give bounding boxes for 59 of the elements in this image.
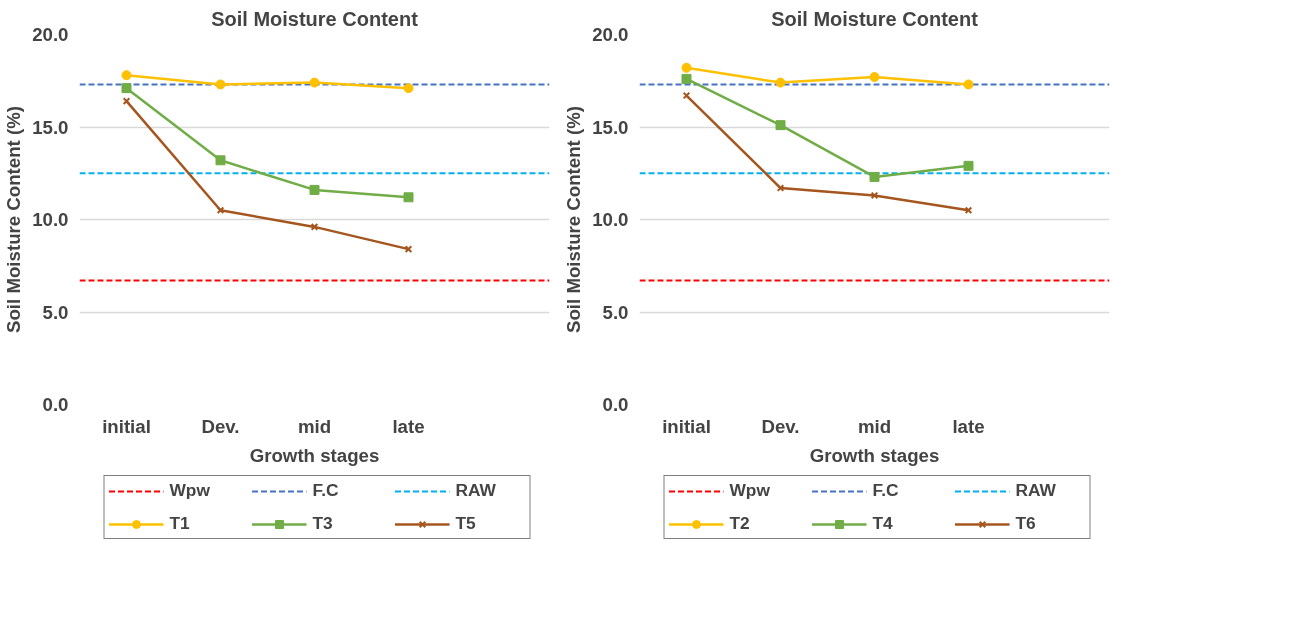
point bbox=[122, 97, 131, 105]
point bbox=[121, 83, 132, 94]
legend-label: T2 bbox=[729, 513, 751, 534]
point bbox=[775, 120, 786, 131]
y-tick-label: 5.0 bbox=[602, 301, 629, 323]
legend-label: F.C bbox=[312, 480, 340, 501]
legend-label: Wpw bbox=[169, 480, 211, 501]
point bbox=[775, 77, 786, 88]
y-axis-title: Soil Moisture Content (%) bbox=[3, 106, 25, 333]
x-tick-label: mid bbox=[857, 415, 892, 437]
y-tick-label: 0.0 bbox=[602, 394, 629, 415]
legend-label: T3 bbox=[312, 513, 334, 534]
x-tick-label: initial bbox=[662, 415, 711, 437]
legend-label: T1 bbox=[169, 513, 191, 534]
point bbox=[216, 206, 225, 215]
legend-label: T5 bbox=[455, 513, 477, 534]
y-tick-label: 20.0 bbox=[592, 24, 629, 45]
y-tick-label: 0.0 bbox=[42, 394, 69, 415]
point bbox=[404, 245, 413, 253]
y-tick-label: 5.0 bbox=[42, 301, 69, 323]
point bbox=[963, 79, 974, 90]
legend-label: T4 bbox=[872, 513, 894, 534]
point bbox=[215, 155, 226, 166]
point bbox=[870, 191, 879, 200]
point bbox=[682, 91, 691, 100]
y-tick-label: 15.0 bbox=[592, 116, 629, 138]
x-tick-label: late bbox=[392, 415, 425, 437]
point bbox=[403, 83, 414, 94]
x-tick-label: Dev. bbox=[761, 415, 800, 437]
y-tick-label: 15.0 bbox=[32, 116, 69, 138]
y-tick-label: 10.0 bbox=[592, 209, 629, 230]
point bbox=[869, 171, 880, 182]
chart-title: Soil Moisture Content bbox=[771, 7, 979, 30]
x-axis-title: Growth stages bbox=[809, 444, 940, 466]
y-tick-label: 10.0 bbox=[32, 209, 69, 230]
point bbox=[215, 79, 226, 90]
x-tick-label: initial bbox=[102, 415, 151, 437]
point bbox=[869, 72, 880, 83]
chart-title: Soil Moisture Content bbox=[211, 7, 419, 30]
x-axis-title: Growth stages bbox=[249, 444, 380, 466]
legend-label: RAW bbox=[455, 480, 497, 501]
x-tick-label: late bbox=[952, 415, 985, 437]
point bbox=[310, 223, 319, 231]
y-tick-label: 20.0 bbox=[32, 24, 69, 45]
x-tick-label: Dev. bbox=[201, 415, 240, 437]
legend-label: RAW bbox=[1015, 480, 1057, 501]
legend-label: T6 bbox=[1015, 513, 1037, 534]
point bbox=[963, 160, 974, 171]
point bbox=[964, 206, 973, 215]
x-tick-label: mid bbox=[297, 415, 332, 437]
legend-label: F.C bbox=[872, 480, 900, 501]
point bbox=[681, 73, 692, 84]
point bbox=[681, 62, 692, 73]
legend-label: Wpw bbox=[729, 480, 771, 501]
point bbox=[403, 192, 414, 203]
point bbox=[121, 70, 132, 81]
point bbox=[309, 184, 320, 195]
point bbox=[309, 77, 320, 88]
y-axis-title: Soil Moisture Content (%) bbox=[563, 106, 585, 333]
